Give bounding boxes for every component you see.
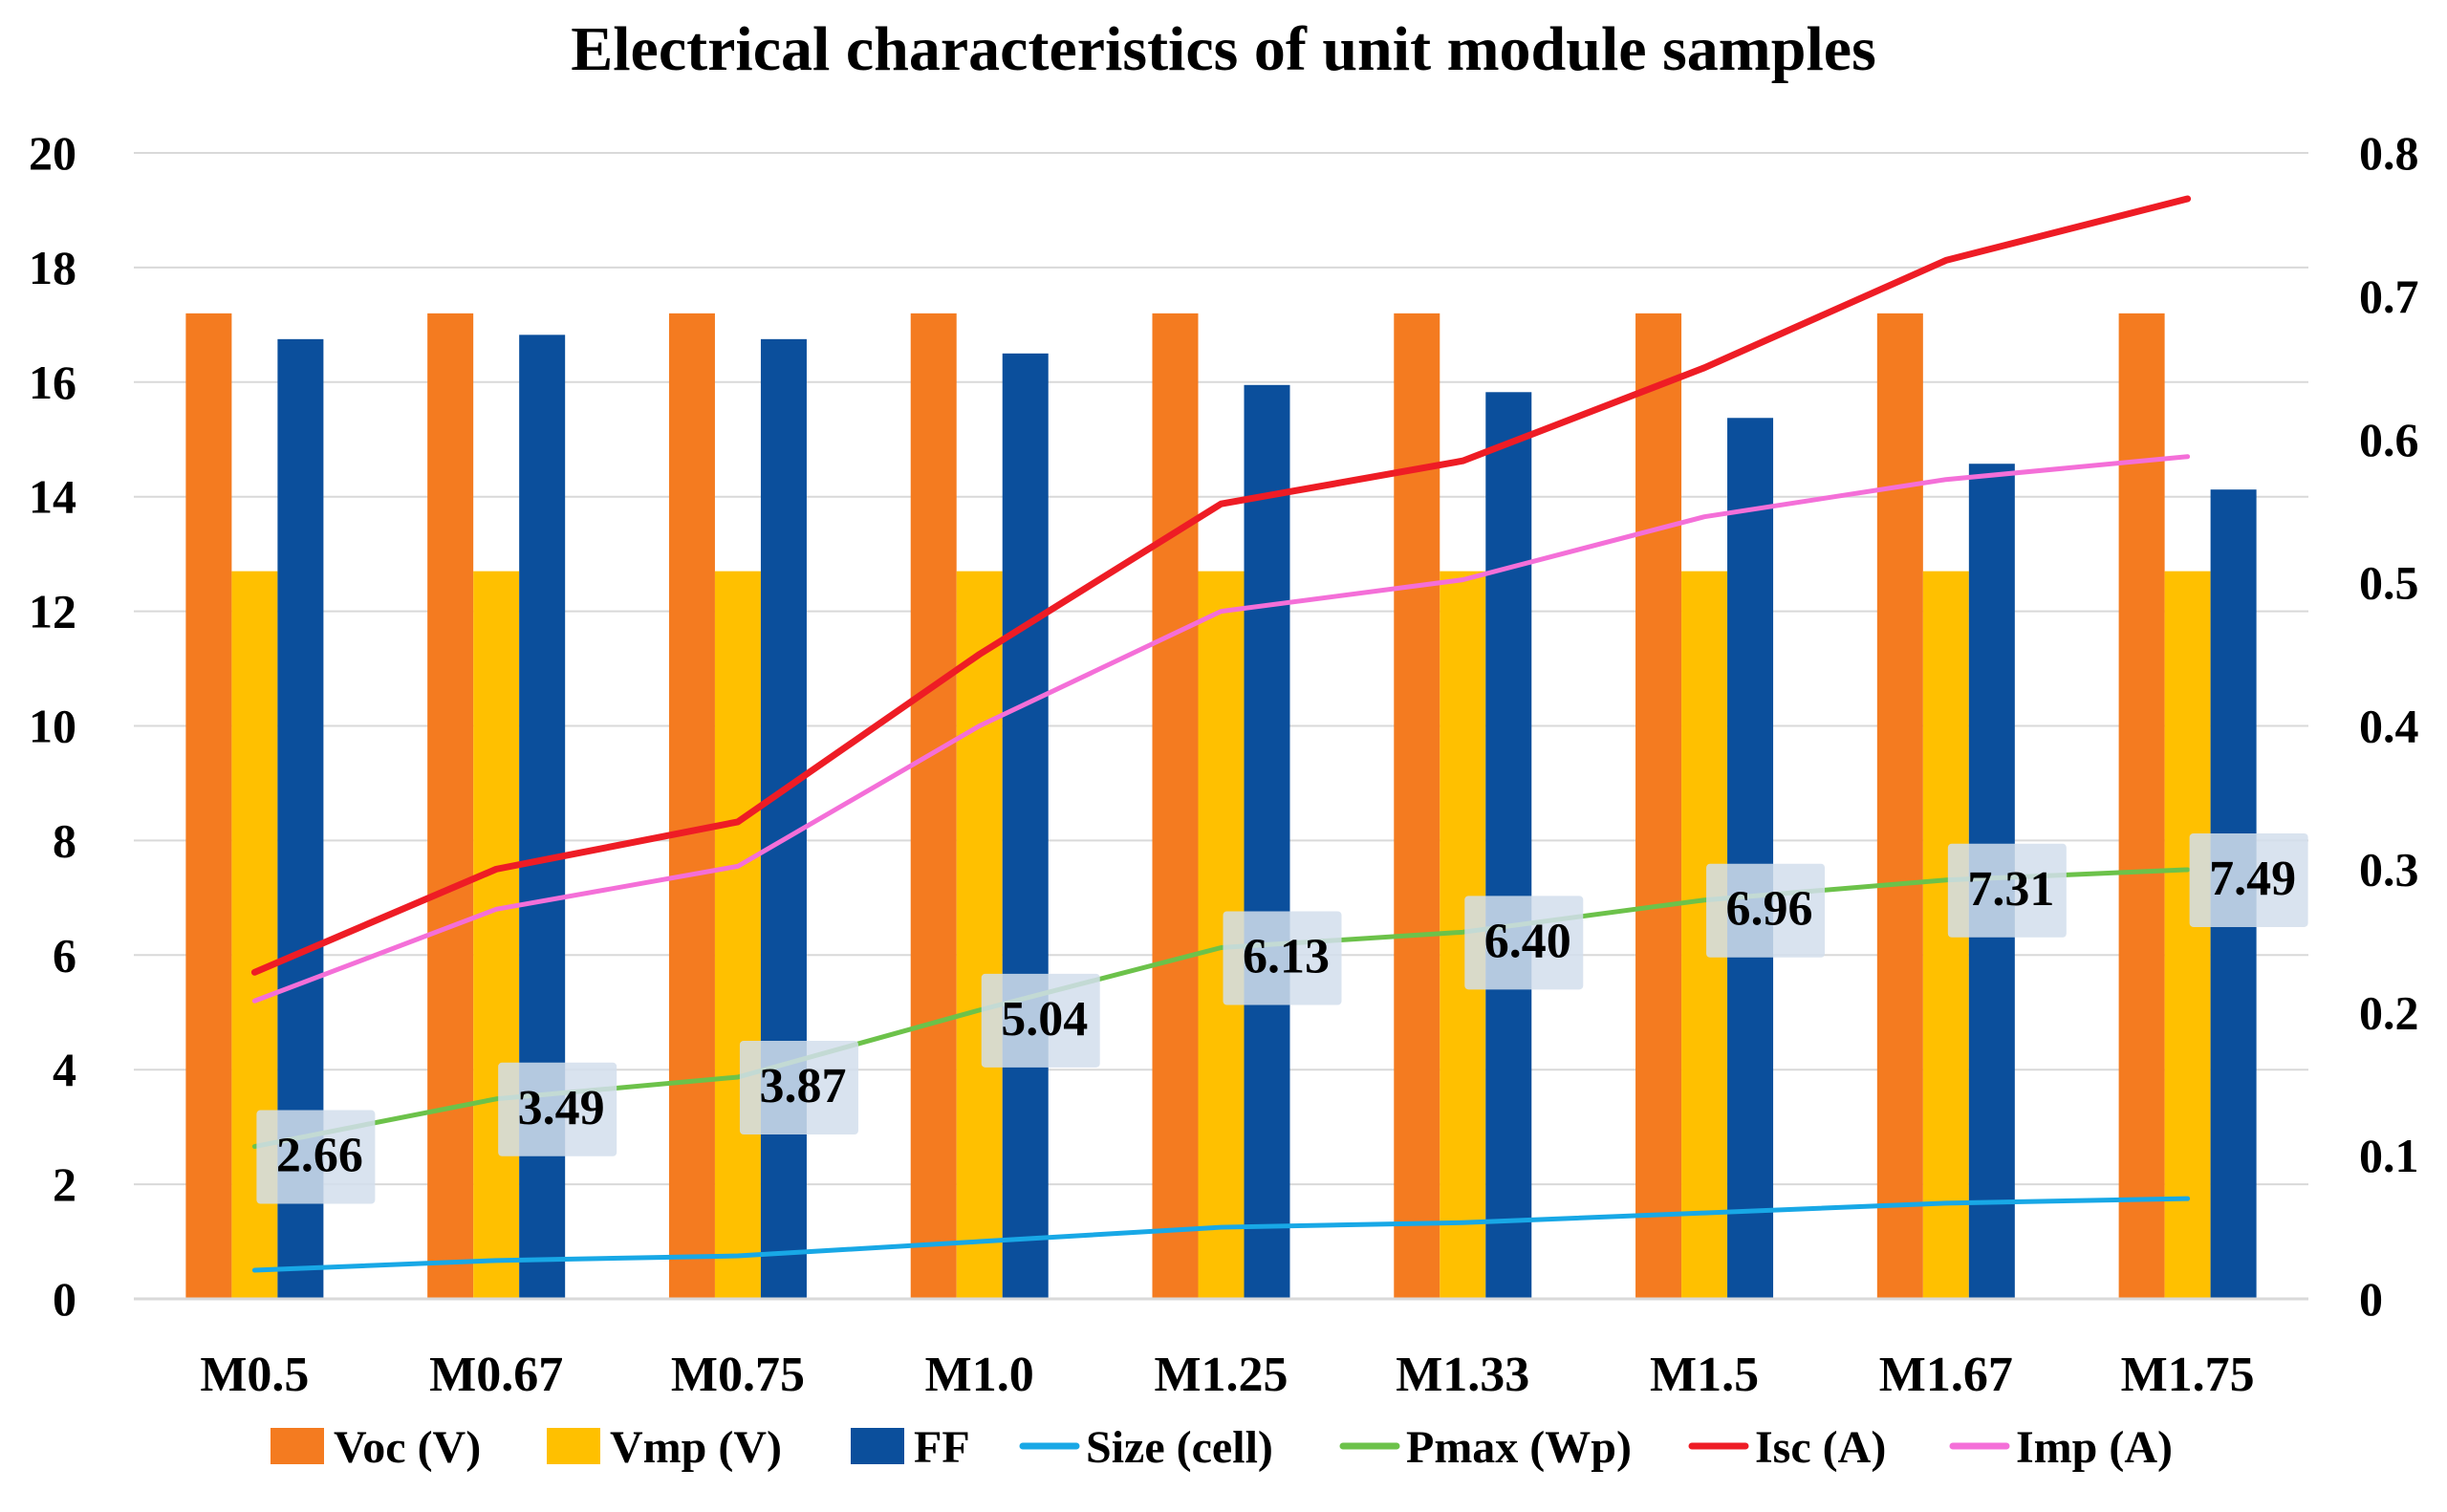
bar-ff [1485, 392, 1532, 1299]
data-label-box [498, 1062, 617, 1156]
bar-voc [185, 313, 232, 1299]
category-label: M1.67 [1879, 1348, 2013, 1402]
right-tick-label: 0.2 [2359, 985, 2419, 1039]
category-label: M1.75 [2121, 1348, 2255, 1402]
chart-title: Electrical characteristics of unit modul… [571, 14, 1876, 84]
legend-label: FF [914, 1422, 970, 1473]
left-tick-label: 0 [53, 1272, 76, 1326]
left-tick-label: 18 [29, 241, 76, 294]
category-labels: M0.5 M0.67 M0.75 M1.0 M1.25 M1.33 M1.5 M1.67 M1.… [200, 1348, 2254, 1402]
right-tick-label: 0.5 [2359, 556, 2419, 610]
bar-vmp [714, 571, 761, 1299]
right-axis-ticks: 0 0.1 0.2 0.3 0.4 0.5 0.6 0.7 0.8 [2359, 126, 2419, 1326]
left-tick-label: 20 [29, 126, 76, 180]
legend: Voc (V) Vmp (V) FF Size (cell) Pmax (Wp) Isc … [271, 1422, 2173, 1473]
category-label: M1.5 [1650, 1348, 1759, 1402]
data-label-box [1464, 896, 1584, 990]
data-label: 5.04 [1001, 992, 1088, 1047]
data-label-box [1706, 863, 1826, 958]
data-label: 3.49 [518, 1081, 605, 1135]
legend-swatch [271, 1428, 324, 1464]
legend-swatch [851, 1428, 904, 1464]
right-tick-label: 0.6 [2359, 413, 2419, 466]
line-isc [250, 195, 2192, 976]
bar-voc [1635, 313, 1682, 1299]
bar-voc [2118, 313, 2165, 1299]
category-label: M1.33 [1396, 1348, 1529, 1402]
category-label: M1.0 [925, 1348, 1034, 1402]
left-tick-label: 16 [29, 356, 76, 409]
right-tick-label: 0.7 [2359, 270, 2419, 323]
data-label: 6.96 [1726, 882, 1813, 937]
right-tick-label: 0.1 [2359, 1129, 2419, 1182]
legend-label: Pmax (Wp) [1406, 1422, 1632, 1473]
left-tick-label: 8 [53, 813, 76, 867]
data-label-box [256, 1110, 376, 1204]
line-size [251, 1196, 2191, 1273]
data-label-box [1947, 843, 2067, 938]
data-label: 6.40 [1484, 914, 1571, 968]
bar-vmp [473, 571, 520, 1299]
bar-voc [910, 313, 957, 1299]
line-imp [251, 454, 2191, 1004]
data-label-box [739, 1040, 858, 1134]
bar-ff [1244, 384, 1290, 1299]
legend-label: Voc (V) [334, 1422, 481, 1473]
right-tick-label: 0.8 [2359, 126, 2419, 180]
bar-vmp [956, 571, 1003, 1299]
data-label: 3.87 [759, 1059, 846, 1113]
data-label: 6.13 [1243, 930, 1330, 984]
bar-voc [668, 313, 715, 1299]
category-label: M1.25 [1154, 1348, 1288, 1402]
bar-vmp [2164, 571, 2211, 1299]
left-tick-label: 10 [29, 700, 76, 753]
category-label: M0.75 [671, 1348, 805, 1402]
right-tick-label: 0.3 [2359, 842, 2419, 896]
data-label: 2.66 [276, 1129, 363, 1183]
legend-label: Vmp (V) [610, 1422, 782, 1473]
data-label: 7.31 [1967, 862, 2054, 917]
left-tick-label: 6 [53, 928, 76, 982]
bar-voc [1876, 313, 1923, 1299]
left-tick-label: 2 [53, 1157, 76, 1211]
left-axis-ticks: 0 2 4 6 8 10 12 14 16 18 20 [29, 126, 76, 1326]
left-tick-label: 12 [29, 585, 76, 638]
data-label-box [1223, 911, 1342, 1005]
legend-label: Imp (A) [2016, 1422, 2173, 1473]
bar-ff [760, 338, 807, 1299]
right-tick-label: 0 [2359, 1272, 2383, 1326]
data-label-box [2189, 832, 2308, 927]
legend-label: Isc (A) [1755, 1422, 1886, 1473]
bar-ff [1727, 418, 1774, 1299]
category-label: M0.67 [429, 1348, 563, 1402]
legend-label: Size (cell) [1086, 1422, 1273, 1473]
right-tick-label: 0.4 [2359, 700, 2419, 753]
left-tick-label: 14 [29, 470, 76, 524]
legend-swatch [547, 1428, 600, 1464]
bar-series [185, 313, 2257, 1299]
category-label: M0.5 [200, 1348, 309, 1402]
data-label-box [981, 973, 1100, 1068]
bar-voc [427, 313, 474, 1299]
pmax-data-labels: 2.66 3.49 3.87 5.04 6.13 6.40 6.96 7.31 7.49 [256, 832, 2308, 1204]
bar-voc [1152, 313, 1199, 1299]
left-tick-label: 4 [53, 1043, 76, 1096]
bar-ff [1002, 353, 1049, 1299]
data-label: 7.49 [2209, 852, 2296, 906]
bar-voc [1394, 313, 1440, 1299]
